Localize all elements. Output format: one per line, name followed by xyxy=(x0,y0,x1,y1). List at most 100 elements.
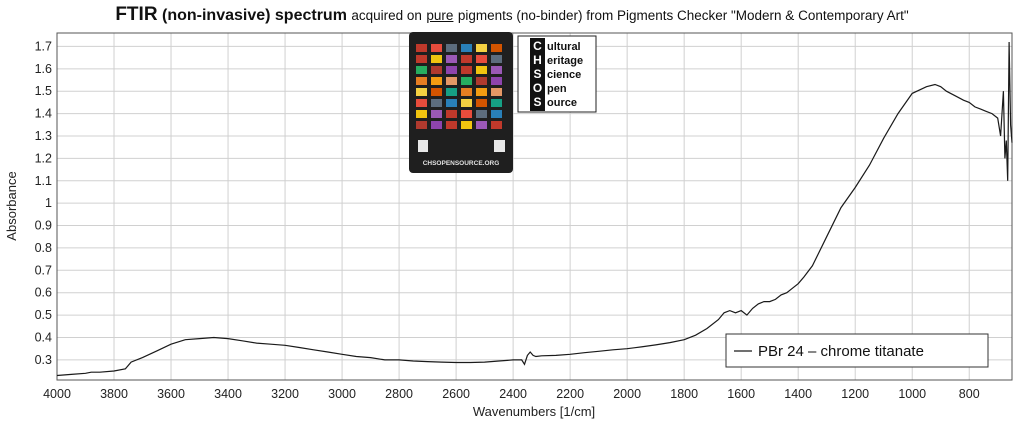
pigment-swatch xyxy=(446,88,457,96)
chsos-word: pen xyxy=(547,83,567,95)
x-tick-label: 3400 xyxy=(214,387,242,401)
pigment-swatch xyxy=(446,77,457,85)
chsos-letter: H xyxy=(533,53,542,67)
series-line-pbr24 xyxy=(56,41,1013,377)
pigment-swatch xyxy=(491,77,502,85)
pigment-swatch xyxy=(476,66,487,74)
legend-box xyxy=(725,333,989,368)
pigment-swatch xyxy=(431,44,442,52)
pigment-swatch xyxy=(476,44,487,52)
y-tick-label: 1.4 xyxy=(35,107,52,121)
y-tick-label: 0.8 xyxy=(35,241,52,255)
legend: PBr 24 – chrome titanate xyxy=(725,333,989,368)
y-tick-label: 1.7 xyxy=(35,39,52,53)
pigment-swatch xyxy=(491,66,502,74)
x-axis-ticks: 4000 3800 3600 3400 3200 3000 2800 2600 2400 2200… xyxy=(43,387,980,401)
y-tick-label: 0.5 xyxy=(35,308,52,322)
pigment-swatch xyxy=(446,110,457,118)
x-tick-label: 2000 xyxy=(613,387,641,401)
chsos-letter: C xyxy=(533,39,542,53)
x-tick-label: 2800 xyxy=(385,387,413,401)
chsos-word: ultural xyxy=(547,41,581,53)
y-tick-label: 0.4 xyxy=(35,330,52,344)
pigment-swatch xyxy=(416,110,427,118)
card-qr-icon xyxy=(494,140,505,152)
pigment-swatch xyxy=(491,99,502,107)
chsos-letter: S xyxy=(533,67,541,81)
x-tick-label: 3200 xyxy=(271,387,299,401)
x-tick-label: 1600 xyxy=(727,387,755,401)
card-icon-left xyxy=(418,140,428,152)
title-part-rest: pigments (no-binder) from Pigments Check… xyxy=(457,8,909,23)
pigment-swatch xyxy=(431,77,442,85)
chsos-letter: S xyxy=(533,95,541,109)
pigment-swatch xyxy=(491,110,502,118)
y-tick-label: 1.3 xyxy=(35,129,52,143)
pigment-swatch xyxy=(461,88,472,96)
y-tick-label: 1.2 xyxy=(35,151,52,165)
title-part-noninvasive: (non-invasive) spectrum xyxy=(162,7,347,24)
pigment-swatch xyxy=(491,121,502,129)
x-tick-label: 1400 xyxy=(784,387,812,401)
pigment-swatch xyxy=(461,66,472,74)
title-part-pure: pure xyxy=(426,8,454,23)
y-tick-label: 0.9 xyxy=(35,219,52,233)
pigment-swatch xyxy=(461,110,472,118)
title-part-acquired: acquired on xyxy=(351,8,422,23)
pigment-swatch xyxy=(446,66,457,74)
x-axis-label: Wavenumbers [1/cm] xyxy=(473,404,595,419)
pigment-swatch xyxy=(476,77,487,85)
x-tick-label: 2400 xyxy=(499,387,527,401)
pigment-swatch xyxy=(416,55,427,63)
pigment-swatch xyxy=(491,44,502,52)
x-tick-label: 3800 xyxy=(100,387,128,401)
y-axis-label: Absorbance xyxy=(4,171,19,240)
pigment-swatch xyxy=(446,44,457,52)
chsos-letter: O xyxy=(533,81,542,95)
pigment-swatch xyxy=(431,110,442,118)
chsos-word: eritage xyxy=(547,55,583,67)
pigment-swatch xyxy=(461,77,472,85)
x-tick-label: 3000 xyxy=(328,387,356,401)
pigment-swatches xyxy=(416,44,502,129)
pigment-swatch xyxy=(461,44,472,52)
pigment-swatch xyxy=(446,121,457,129)
x-tick-label: 800 xyxy=(959,387,980,401)
chsos-word: ource xyxy=(547,97,577,109)
pigment-swatch xyxy=(416,66,427,74)
pigment-swatch xyxy=(416,121,427,129)
pigment-swatch xyxy=(476,99,487,107)
y-axis-ticks: 0.3 0.4 0.5 0.6 0.7 0.8 0.9 1 1.1 1.2 1.3 1.4 1.5 1.6… xyxy=(35,39,52,366)
pigment-swatch xyxy=(476,110,487,118)
x-tick-label: 1800 xyxy=(670,387,698,401)
y-tick-label: 1 xyxy=(45,196,52,210)
x-tick-label: 1200 xyxy=(841,387,869,401)
card-url: CHSOPENSOURCE.ORG xyxy=(423,160,500,167)
pigment-swatch xyxy=(416,99,427,107)
chsos-pigment-card-logo: CHSOPENSOURCE.ORG xyxy=(409,32,513,173)
pigment-swatch xyxy=(431,88,442,96)
pigment-swatch xyxy=(431,121,442,129)
pigment-swatch xyxy=(416,77,427,85)
pigment-swatch xyxy=(446,99,457,107)
pigment-swatch xyxy=(476,88,487,96)
pigment-swatch xyxy=(431,66,442,74)
title-part-ftir: FTIR xyxy=(115,4,158,25)
y-tick-label: 1.5 xyxy=(35,84,52,98)
pigment-swatch xyxy=(491,88,502,96)
x-tick-label: 1000 xyxy=(898,387,926,401)
x-tick-label: 3600 xyxy=(157,387,185,401)
y-tick-label: 1.6 xyxy=(35,62,52,76)
chart-title: FTIR (non-invasive) spectrum acquired on… xyxy=(0,4,1024,26)
plot-frame xyxy=(56,32,1013,381)
pigment-swatch xyxy=(416,44,427,52)
x-tick-label: 4000 xyxy=(43,387,71,401)
pigment-swatch xyxy=(461,55,472,63)
y-tick-label: 0.6 xyxy=(35,286,52,300)
x-tick-label: 2600 xyxy=(442,387,470,401)
pigment-swatch xyxy=(431,99,442,107)
legend-label: PBr 24 – chrome titanate xyxy=(758,343,924,360)
pigment-swatch xyxy=(461,121,472,129)
